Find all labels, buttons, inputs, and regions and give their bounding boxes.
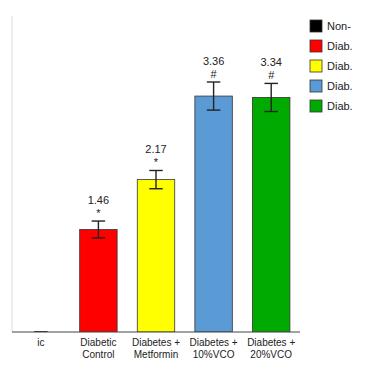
error-stem <box>155 170 156 188</box>
x-tick-label: Diabetes +Metformin <box>132 337 180 360</box>
error-cap <box>264 111 277 112</box>
error-cap <box>92 220 105 221</box>
x-tick-label-line: Diabetes + <box>132 337 180 348</box>
annotation: 3.36 <box>203 55 224 67</box>
error-bar <box>207 82 220 110</box>
x-tick-label-line: Diabetes + <box>190 337 238 348</box>
x-tick-label-line: Control <box>82 349 114 360</box>
legend-label: Diab. <box>327 60 353 72</box>
error-cap <box>92 237 105 238</box>
annotation: 2.17 <box>145 143 166 155</box>
bar <box>195 96 232 332</box>
x-tick-label-line: Diabetic <box>80 337 116 348</box>
annotation: * <box>96 207 101 219</box>
bar <box>80 229 117 332</box>
marks <box>34 82 290 332</box>
legend-swatch <box>310 40 322 52</box>
x-tick-label-line: Metformin <box>134 349 178 360</box>
bar <box>137 180 174 332</box>
x-tick-label: Diabetes +20%VCO <box>247 337 295 360</box>
legend-label: Non- <box>327 20 351 32</box>
annotation: 1.46 <box>88 194 109 206</box>
x-tick-label: ic <box>37 337 44 348</box>
legend-swatch <box>310 100 322 112</box>
error-cap <box>149 170 162 171</box>
error-bar <box>149 170 162 188</box>
error-stem <box>271 83 272 111</box>
annotation: 3.34 <box>260 56 281 68</box>
legend-label: Diab. <box>327 40 353 52</box>
error-stem <box>98 221 99 238</box>
x-tick-label: DiabeticControl <box>80 337 116 360</box>
x-tick-label-line: ic <box>37 337 44 348</box>
x-tick-label: Diabetes +10%VCO <box>190 337 238 360</box>
legend-label: Diab. <box>327 80 353 92</box>
annotation: * <box>154 156 159 168</box>
annotation: # <box>211 68 218 80</box>
chart: icDiabeticControlDiabetes +MetforminDiab… <box>0 0 380 380</box>
legend-swatch <box>310 20 322 32</box>
error-cap <box>207 81 220 82</box>
legend: Non- Diab. Diab. Diab. Diab. <box>310 20 353 112</box>
error-cap <box>207 109 220 110</box>
x-tick-label-line: 10%VCO <box>193 349 235 360</box>
y-axis-line <box>12 16 13 332</box>
legend-label: Diab. <box>327 100 353 112</box>
bar <box>252 97 289 332</box>
x-tick-label-line: 20%VCO <box>250 349 292 360</box>
error-cap <box>149 188 162 189</box>
error-stem <box>213 82 214 110</box>
error-bar <box>264 83 277 111</box>
annotation: # <box>268 69 275 81</box>
legend-swatch <box>310 80 322 92</box>
error-bar <box>92 221 105 238</box>
legend-swatch <box>310 60 322 72</box>
x-tick-label-line: Diabetes + <box>247 337 295 348</box>
error-cap <box>264 83 277 84</box>
x-axis-line <box>12 332 300 333</box>
